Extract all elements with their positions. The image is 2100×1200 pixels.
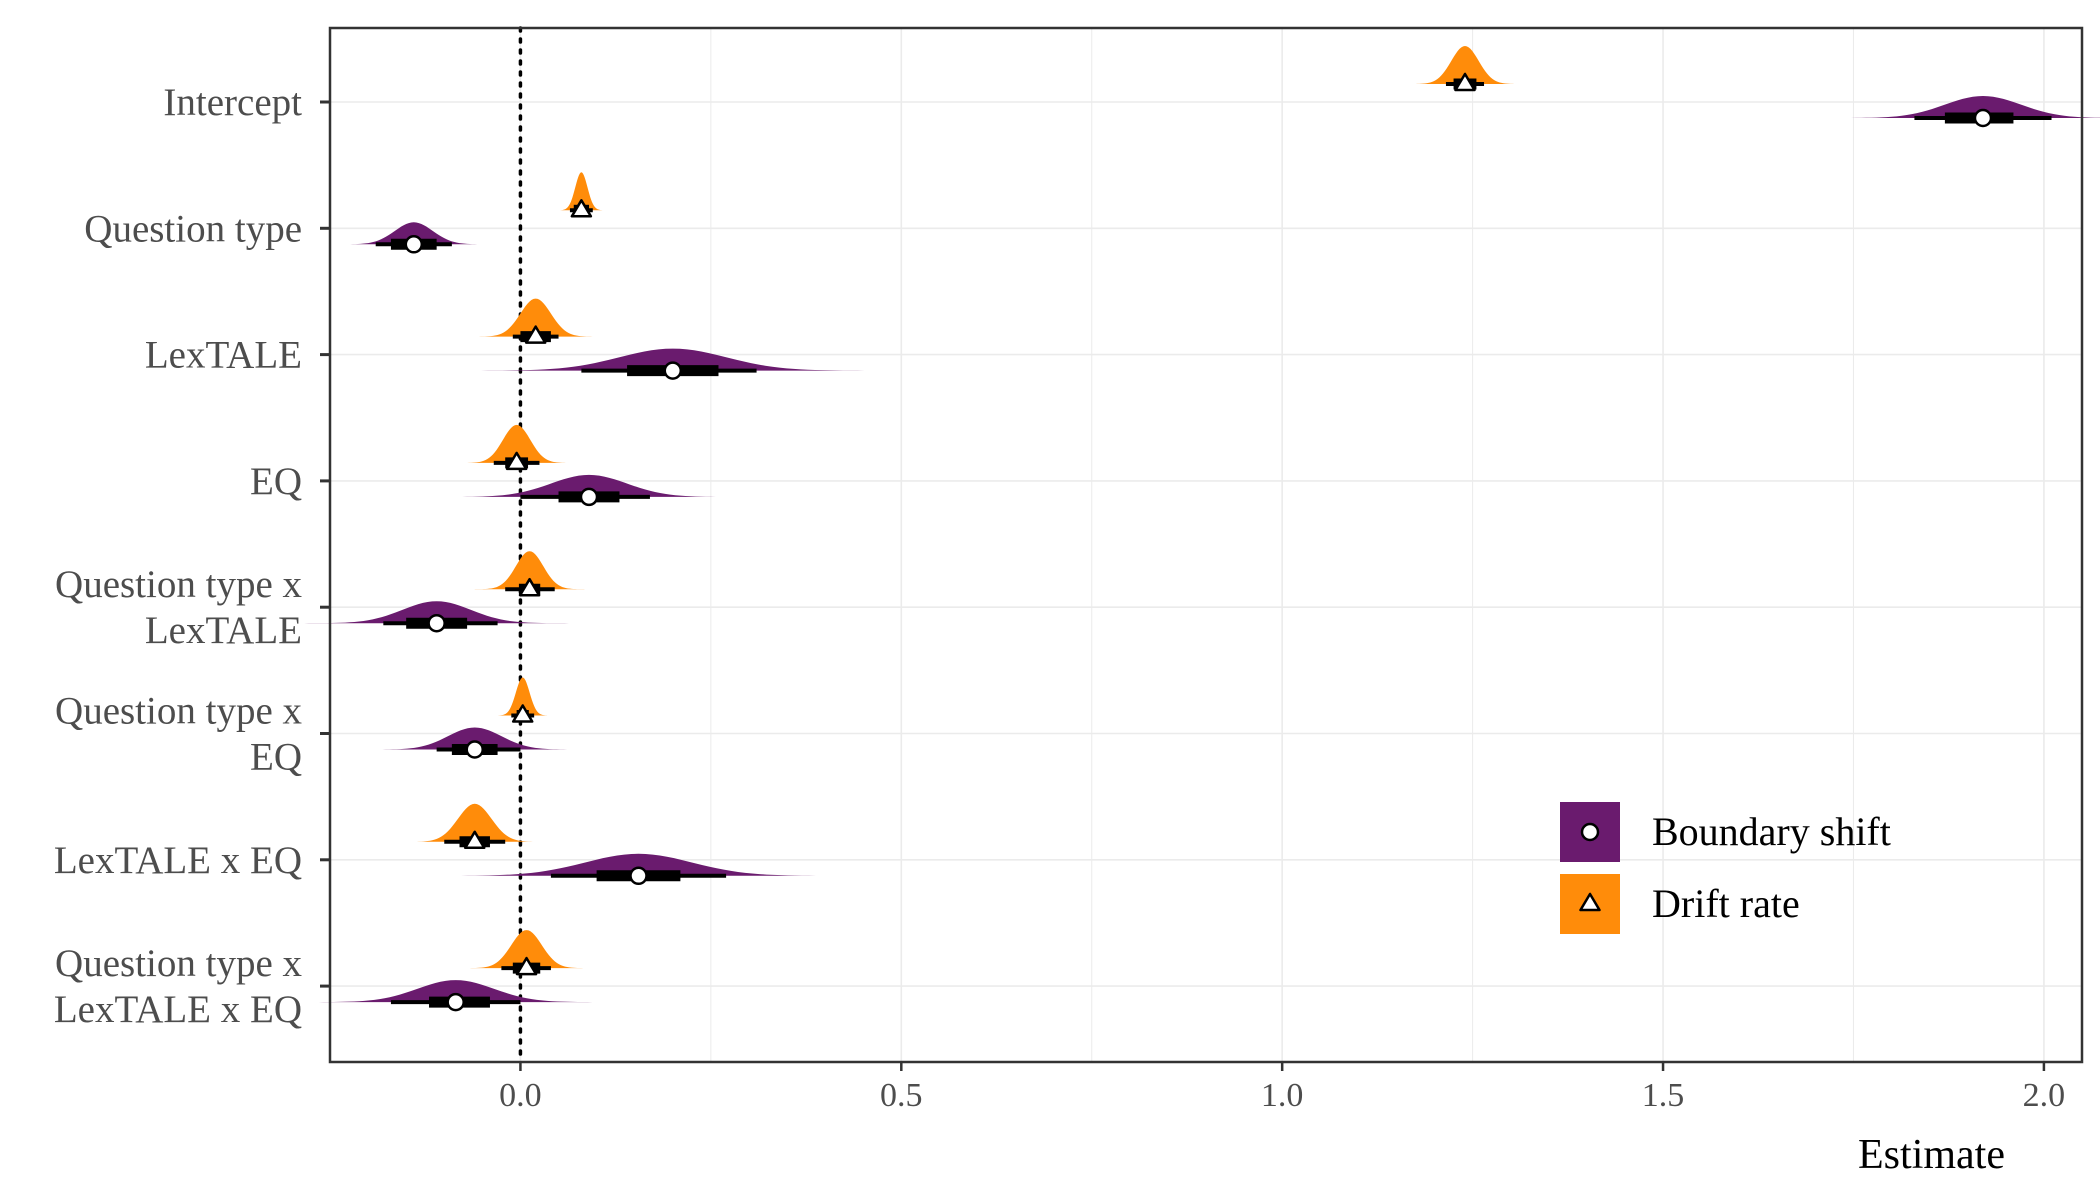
y-tick-label: LexTALE [145,609,302,652]
x-tick-label: 2.0 [2023,1077,2066,1114]
y-tick-label: LexTALE x EQ [54,839,302,882]
point-estimate [524,325,547,344]
y-tick-label: Question type x [55,563,302,606]
density-shape [407,803,542,842]
legend-marker [1580,822,1600,842]
point-estimate [570,199,593,218]
grid [329,26,2082,1064]
point-estimate [505,451,528,471]
point-estimate [1973,108,1993,128]
density-shape [495,677,551,716]
point-estimate [1454,72,1476,92]
density-shape [1830,96,2100,118]
axes: 0.0 0.5 1.0 1.5 2.0 Intercept Question type Lex… [54,81,2065,1114]
point-estimate [515,956,538,976]
density-shape [425,853,852,876]
legend: Boundary shift Drift rate [1560,802,1891,934]
density-shape [459,348,887,371]
x-tick-label: 0.0 [499,1077,542,1114]
y-tick-label: LexTALE [145,334,302,377]
point-estimate [404,235,424,254]
density-shape [474,551,585,590]
y-tick-label: Question type x [55,690,302,733]
density-shape [436,474,742,497]
density-shape [303,980,609,1003]
x-tick-label: 0.5 [880,1077,923,1114]
y-tick-label: Question type [84,207,302,250]
density-shape [337,222,490,245]
x-axis-title: Estimate [1858,1132,2005,1178]
point-estimate [446,992,465,1012]
density-shape [1410,46,1520,84]
density-shape [465,930,588,969]
x-tick-label: 1.0 [1261,1077,1304,1114]
legend-marker [1579,892,1601,912]
point-estimate [511,704,534,723]
data-marks [299,46,2100,1012]
y-tick-label: Question type x [55,942,302,985]
point-estimate [465,740,484,759]
point-estimate [427,613,446,633]
point-estimate [579,487,599,507]
density-shape [474,298,597,337]
density-shape [461,424,572,463]
legend-label: Drift rate [1652,881,1800,926]
plot-panel [330,28,2082,1062]
density-shape [556,172,606,211]
point-estimate [629,866,648,886]
y-tick-label: EQ [250,460,302,503]
density-shape [299,601,574,624]
y-tick-label: EQ [250,736,302,779]
plot-border [328,26,2084,1064]
point-estimate [463,830,486,850]
y-tick-label: LexTALE x EQ [54,988,302,1031]
legend-label: Boundary shift [1652,809,1891,854]
x-tick-label: 1.5 [1642,1077,1685,1114]
density-shape [368,727,582,750]
y-tick-label: Intercept [163,81,302,124]
point-estimate [518,577,541,597]
point-estimate [663,361,683,380]
